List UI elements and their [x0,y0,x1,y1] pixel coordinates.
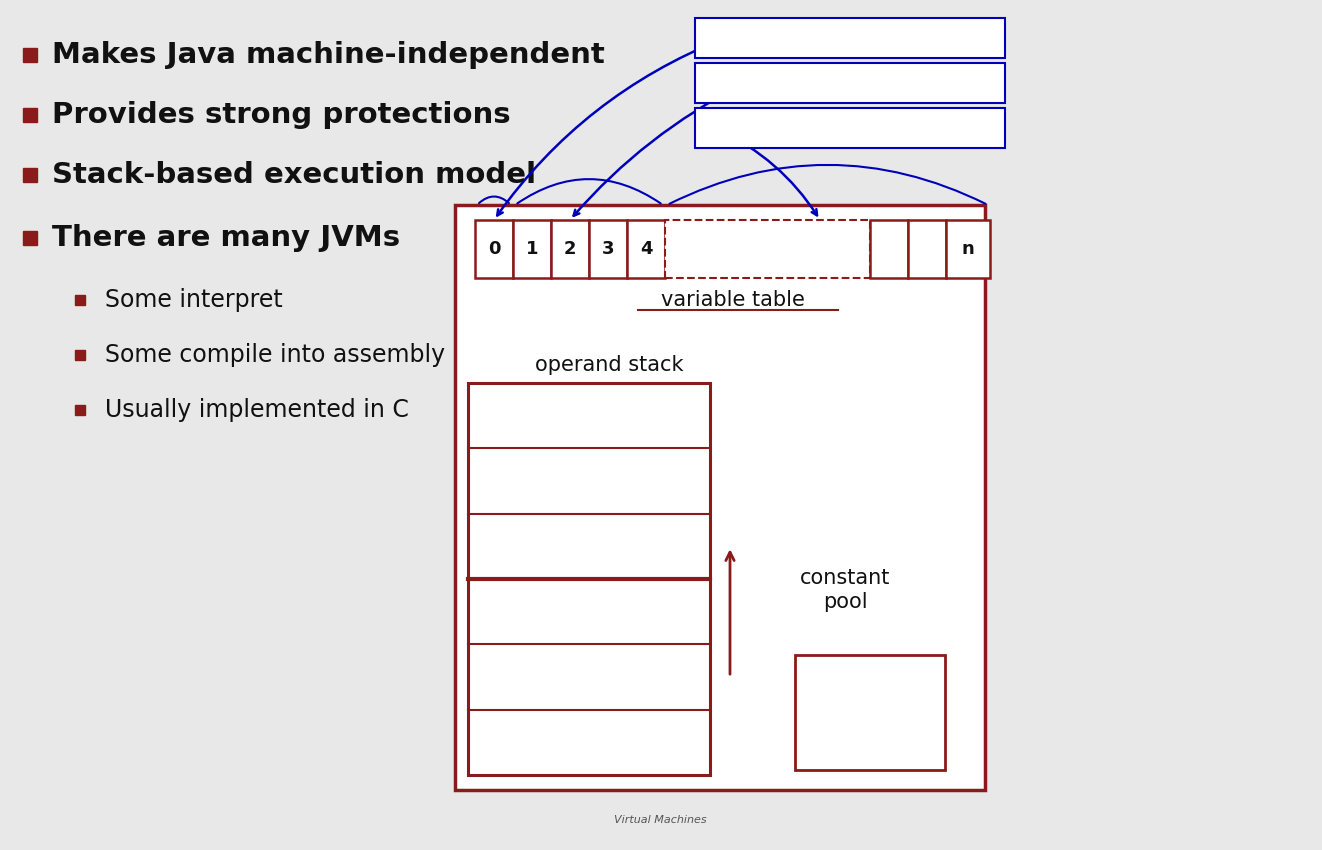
Text: variable table: variable table [661,290,805,310]
Text: operand stack: operand stack [535,355,683,375]
Text: 3: 3 [602,240,615,258]
Bar [455,205,985,790]
Bar [627,220,665,278]
Text: constant
pool: constant pool [800,569,890,612]
Bar [551,220,590,278]
Text: 2: 2 [563,240,576,258]
Text: Makes Java machine-independent: Makes Java machine-independent [52,41,604,69]
Bar [795,655,945,770]
Text: There are many JVMs: There are many JVMs [52,224,401,252]
Bar [468,383,710,775]
Bar [695,18,1005,58]
Text: Virtual Machines: Virtual Machines [613,815,706,825]
Bar [695,63,1005,103]
Bar [665,220,870,278]
Bar [908,220,947,278]
Bar [870,220,908,278]
Text: 4: 4 [640,240,652,258]
Text: Other arguments to method: Other arguments to method [705,74,958,92]
Bar [513,220,551,278]
Bar [695,108,1005,148]
Text: Holds pointer ‘this’: Holds pointer ‘this’ [705,29,876,47]
Text: 0: 0 [488,240,500,258]
Bar [475,220,513,278]
Text: 1: 1 [526,240,538,258]
Bar [590,220,627,278]
Text: Some interpret: Some interpret [104,288,283,312]
Text: Other local variables: Other local variables [705,119,892,137]
Text: Stack-based execution model: Stack-based execution model [52,161,537,189]
Text: Usually implemented in C: Usually implemented in C [104,398,408,422]
Text: Some compile into assembly: Some compile into assembly [104,343,446,367]
Text: Provides strong protections: Provides strong protections [52,101,510,129]
Bar [947,220,990,278]
Text: n: n [961,240,974,258]
